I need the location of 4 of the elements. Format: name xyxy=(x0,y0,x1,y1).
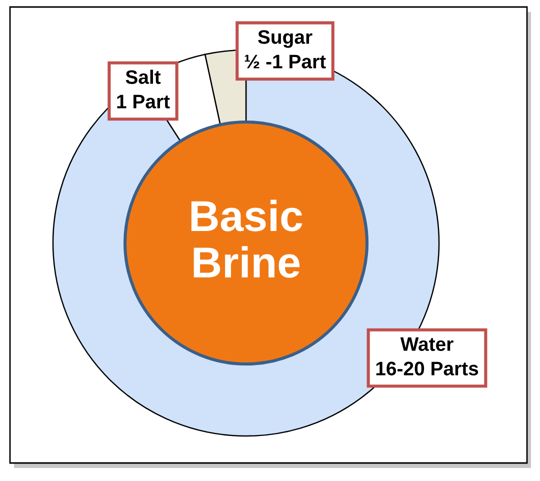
slice-label: Sugar ½ -1 Part xyxy=(244,30,326,68)
slice-label: Water 16-20 Parts xyxy=(376,337,478,376)
text: Basic Brine xyxy=(191,200,302,278)
slice-label: Salt 1 Part xyxy=(117,70,170,108)
